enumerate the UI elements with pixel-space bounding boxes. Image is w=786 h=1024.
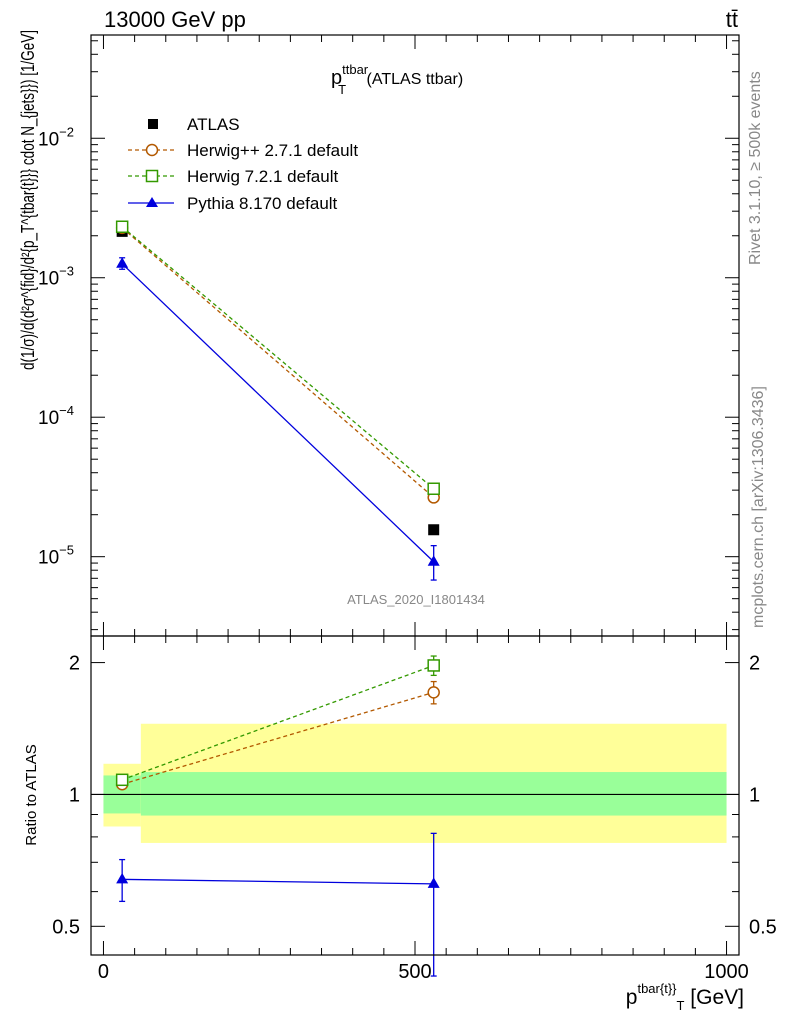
rivet-version-label: Rivet 3.1.10, ≥ 500k events bbox=[747, 71, 764, 265]
ratio-ytick-label: 1 bbox=[69, 784, 80, 806]
ratio-xtick-labels: 0 500 1000 bbox=[98, 961, 749, 983]
ratio-ytick-label-right: 1 bbox=[749, 784, 760, 806]
ratio-ytick-labels: 0.5 0.5 1 1 2 2 bbox=[52, 653, 777, 939]
header-process-label: 13000 GeV pp bbox=[104, 7, 246, 32]
legend-label-herwig7: Herwig 7.2.1 default bbox=[187, 167, 338, 186]
ratio-point-pythia bbox=[427, 877, 440, 888]
source-label: mcplots.cern.ch [arXiv:1306.3436] bbox=[750, 386, 767, 628]
main-ytick-label: 10−4 bbox=[38, 403, 74, 429]
ratio-ytick-label-right: 2 bbox=[749, 653, 760, 675]
main-point-pythia bbox=[427, 555, 440, 566]
legend-entry-herwig7: Herwig 7.2.1 default bbox=[128, 167, 338, 186]
ratio-point-herwig7 bbox=[427, 659, 440, 672]
x-axis-label: ptbar{t}}T [GeV] bbox=[626, 981, 744, 1013]
ratio-ytick-label-right: 0.5 bbox=[749, 916, 777, 938]
main-ytick-labels: 10−2 10−3 10−4 10−5 bbox=[38, 124, 74, 568]
legend-marker-atlas bbox=[148, 119, 158, 129]
main-ytick-label: 10−2 bbox=[38, 124, 74, 150]
ratio-series-layer bbox=[115, 655, 440, 977]
main-point-pythia bbox=[116, 257, 129, 268]
analysis-label: ATLAS_2020_I1801434 bbox=[347, 592, 485, 607]
header-final-state-label: tt̄ bbox=[726, 7, 738, 32]
legend-label-atlas: ATLAS bbox=[187, 115, 240, 134]
main-ytick-label: 10−5 bbox=[38, 543, 74, 569]
main-line-herwigpp bbox=[121, 227, 435, 498]
legend-marker-herwigpp bbox=[145, 143, 159, 157]
main-title: pttbar T (ATLAS ttbar) bbox=[331, 62, 463, 97]
main-series-layer bbox=[115, 220, 440, 581]
main-point-data bbox=[428, 524, 440, 536]
legend-label-herwigpp: Herwig++ 2.7.1 default bbox=[187, 141, 358, 160]
main-point-herwig7 bbox=[115, 220, 129, 234]
main-line-herwig7 bbox=[121, 226, 435, 490]
main-ytick-label: 10−3 bbox=[38, 264, 74, 290]
ratio-panel: 0.5 0.5 1 1 2 2 0 500 1000 Ratio to ATLAS ptbar… bbox=[23, 635, 777, 1013]
ratio-point-herwigpp bbox=[427, 686, 440, 699]
main-ticks-layer bbox=[91, 35, 739, 636]
legend-marker-pythia bbox=[146, 197, 158, 207]
main-y-axis-label: d(1/σ)/d(d²σ^{fid}/d²{p_T^{tbar{t}}} cdo… bbox=[18, 30, 39, 370]
ratio-line-pythia bbox=[122, 878, 434, 885]
x-tick-label: 1000 bbox=[704, 961, 749, 983]
legend-entry-pythia: Pythia 8.170 default bbox=[128, 194, 338, 213]
ratio-bands-layer bbox=[91, 723, 739, 843]
ratio-y-axis-label: Ratio to ATLAS bbox=[23, 744, 40, 845]
main-point-herwig7 bbox=[427, 482, 440, 495]
legend-label-pythia: Pythia 8.170 default bbox=[187, 194, 338, 213]
main-panel: 10−2 10−3 10−4 10−5 pttbar T (ATLAS ttbar) A… bbox=[18, 30, 740, 637]
ratio-line-herwigpp bbox=[121, 691, 434, 785]
ratio-line-herwig7 bbox=[121, 664, 434, 781]
ratio-point-pythia bbox=[116, 872, 129, 884]
ratio-point-herwig7 bbox=[115, 773, 129, 787]
legend-entry-herwigpp: Herwig++ 2.7.1 default bbox=[128, 141, 358, 160]
main-line-pythia bbox=[121, 263, 435, 563]
legend-entry-atlas: ATLAS bbox=[148, 115, 240, 134]
legend: ATLAS Herwig++ 2.7.1 default Herwig 7.2.… bbox=[128, 115, 358, 213]
x-tick-label: 500 bbox=[398, 961, 431, 983]
x-tick-label: 0 bbox=[98, 961, 109, 983]
ratio-ticks-layer bbox=[91, 636, 739, 955]
ratio-ytick-label: 2 bbox=[69, 653, 80, 675]
ratio-ytick-label: 0.5 bbox=[52, 916, 80, 938]
legend-marker-herwig7 bbox=[145, 169, 159, 183]
ratio-stat-uncertainty-band bbox=[140, 772, 727, 816]
